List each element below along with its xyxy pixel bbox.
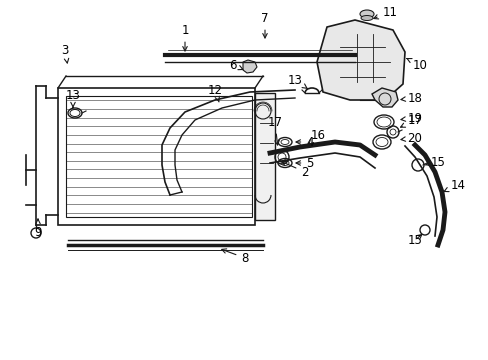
Polygon shape: [243, 60, 257, 73]
Text: 12: 12: [207, 84, 222, 102]
Text: 13: 13: [287, 73, 307, 89]
Polygon shape: [316, 20, 404, 100]
Text: 14: 14: [443, 179, 465, 192]
Text: 8: 8: [222, 249, 248, 265]
Text: 1: 1: [181, 23, 188, 51]
Text: 3: 3: [61, 44, 69, 63]
FancyBboxPatch shape: [254, 93, 274, 220]
Text: 20: 20: [400, 131, 422, 144]
Ellipse shape: [360, 15, 372, 21]
Text: 13: 13: [65, 89, 80, 107]
Text: 6: 6: [229, 59, 243, 72]
Text: 15: 15: [407, 234, 422, 247]
Text: 16: 16: [308, 129, 325, 144]
Text: 4: 4: [295, 135, 313, 149]
Text: 17: 17: [400, 113, 422, 127]
Text: 18: 18: [400, 91, 422, 104]
Text: 15: 15: [424, 156, 445, 168]
Text: 9: 9: [34, 219, 41, 239]
Text: 19: 19: [400, 112, 422, 125]
Text: 5: 5: [295, 157, 313, 170]
Text: 17: 17: [267, 116, 282, 145]
Text: 2: 2: [281, 161, 308, 179]
Text: 7: 7: [261, 12, 268, 38]
Text: 11: 11: [373, 5, 397, 19]
Polygon shape: [371, 88, 397, 107]
Text: 10: 10: [406, 58, 427, 72]
Ellipse shape: [359, 10, 373, 18]
